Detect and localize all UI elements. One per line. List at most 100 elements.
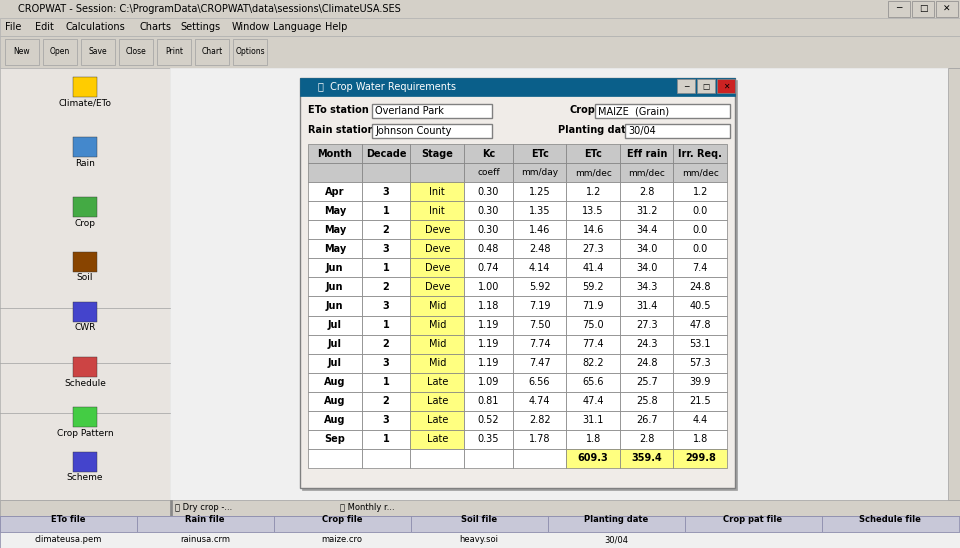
Text: Month: Month bbox=[318, 149, 352, 158]
Text: Save: Save bbox=[88, 48, 108, 56]
Bar bbox=[513, 335, 566, 353]
Text: Settings: Settings bbox=[180, 22, 220, 32]
Bar bbox=[674, 201, 727, 220]
Text: May: May bbox=[324, 225, 346, 235]
Bar bbox=[513, 201, 566, 220]
Bar bbox=[362, 277, 411, 296]
Bar bbox=[912, 1, 934, 17]
Text: Jun: Jun bbox=[326, 263, 344, 273]
Text: 71.9: 71.9 bbox=[583, 301, 604, 311]
Text: 0.81: 0.81 bbox=[478, 396, 499, 406]
Text: Jun: Jun bbox=[326, 282, 344, 292]
Text: 3: 3 bbox=[383, 415, 390, 425]
Text: Crop: Crop bbox=[570, 105, 596, 115]
Bar bbox=[674, 411, 727, 430]
Text: 41.4: 41.4 bbox=[583, 263, 604, 273]
Bar bbox=[411, 353, 464, 373]
Bar bbox=[513, 316, 566, 335]
Bar bbox=[566, 353, 620, 373]
Text: 24.3: 24.3 bbox=[636, 339, 658, 349]
Bar bbox=[464, 163, 513, 182]
Bar bbox=[513, 449, 566, 468]
Bar bbox=[464, 296, 513, 316]
Text: 25.8: 25.8 bbox=[636, 396, 658, 406]
Bar bbox=[566, 239, 620, 258]
Bar bbox=[308, 258, 362, 277]
Text: ⓘ  Crop Water Requirements: ⓘ Crop Water Requirements bbox=[318, 82, 456, 92]
Bar bbox=[411, 277, 464, 296]
Bar bbox=[566, 144, 620, 163]
Bar bbox=[513, 411, 566, 430]
Text: mm/day: mm/day bbox=[521, 168, 558, 177]
Text: Rain file: Rain file bbox=[185, 516, 225, 524]
Bar bbox=[674, 373, 727, 392]
Bar bbox=[674, 258, 727, 277]
Text: 21.5: 21.5 bbox=[689, 396, 711, 406]
Text: 65.6: 65.6 bbox=[583, 377, 604, 387]
Text: 1.35: 1.35 bbox=[529, 206, 550, 216]
Bar bbox=[620, 411, 674, 430]
Bar bbox=[362, 430, 411, 449]
Bar bbox=[513, 430, 566, 449]
Bar bbox=[362, 163, 411, 182]
Text: Init: Init bbox=[429, 187, 445, 197]
Text: Crop: Crop bbox=[75, 219, 95, 227]
Bar bbox=[620, 201, 674, 220]
Text: Charts: Charts bbox=[139, 22, 171, 32]
Bar bbox=[274, 516, 411, 532]
Bar bbox=[620, 258, 674, 277]
Bar bbox=[620, 449, 674, 468]
Bar bbox=[411, 220, 464, 239]
Bar bbox=[302, 80, 737, 490]
Bar bbox=[411, 239, 464, 258]
Bar bbox=[362, 449, 411, 468]
Text: Options: Options bbox=[235, 48, 265, 56]
Text: 3: 3 bbox=[383, 358, 390, 368]
Text: Rain: Rain bbox=[75, 158, 95, 168]
Text: 2: 2 bbox=[383, 225, 390, 235]
Text: 1.19: 1.19 bbox=[478, 339, 499, 349]
Text: 31.4: 31.4 bbox=[636, 301, 658, 311]
Bar bbox=[888, 1, 910, 17]
Text: 0.30: 0.30 bbox=[478, 225, 499, 235]
Text: 57.3: 57.3 bbox=[689, 358, 711, 368]
Bar bbox=[513, 353, 566, 373]
Bar bbox=[717, 79, 735, 93]
Text: 1.8: 1.8 bbox=[692, 435, 708, 444]
Bar bbox=[625, 124, 730, 138]
Bar bbox=[73, 357, 97, 377]
Bar bbox=[73, 197, 97, 217]
Bar bbox=[464, 430, 513, 449]
Text: 1.8: 1.8 bbox=[586, 435, 601, 444]
Text: Kc: Kc bbox=[482, 149, 495, 158]
Bar bbox=[674, 277, 727, 296]
Bar bbox=[464, 449, 513, 468]
Text: Close: Close bbox=[126, 48, 146, 56]
Text: 2: 2 bbox=[383, 282, 390, 292]
Text: 31.1: 31.1 bbox=[583, 415, 604, 425]
Bar bbox=[0, 36, 960, 68]
Text: Mid: Mid bbox=[428, 358, 445, 368]
Bar bbox=[464, 258, 513, 277]
Text: 0.52: 0.52 bbox=[477, 415, 499, 425]
Bar bbox=[620, 373, 674, 392]
Bar bbox=[308, 182, 362, 201]
Text: 1: 1 bbox=[383, 263, 390, 273]
Bar bbox=[620, 277, 674, 296]
Text: 0.74: 0.74 bbox=[478, 263, 499, 273]
Bar bbox=[513, 182, 566, 201]
Text: Stage: Stage bbox=[421, 149, 453, 158]
Bar bbox=[620, 353, 674, 373]
Bar bbox=[620, 335, 674, 353]
Bar bbox=[464, 373, 513, 392]
Text: 77.4: 77.4 bbox=[583, 339, 604, 349]
Text: ETc: ETc bbox=[585, 149, 602, 158]
Text: 2.48: 2.48 bbox=[529, 244, 550, 254]
Text: coeff: coeff bbox=[477, 168, 500, 177]
Bar bbox=[362, 373, 411, 392]
Text: □: □ bbox=[919, 4, 927, 14]
Text: 47.4: 47.4 bbox=[583, 396, 604, 406]
Text: 0.0: 0.0 bbox=[692, 225, 708, 235]
Text: 30/04: 30/04 bbox=[628, 126, 656, 136]
Bar bbox=[362, 353, 411, 373]
